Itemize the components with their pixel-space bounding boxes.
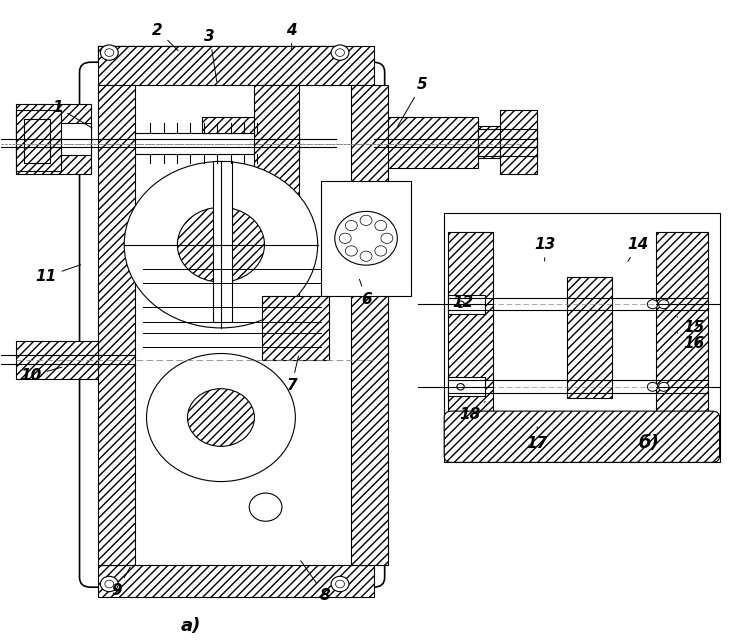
Circle shape <box>345 221 357 231</box>
Polygon shape <box>262 296 329 360</box>
Polygon shape <box>202 116 299 132</box>
Circle shape <box>177 207 264 282</box>
Text: 9: 9 <box>111 567 130 598</box>
Circle shape <box>457 384 465 390</box>
Circle shape <box>360 251 372 261</box>
Circle shape <box>187 389 255 446</box>
Circle shape <box>124 161 317 328</box>
Circle shape <box>648 300 658 309</box>
Polygon shape <box>657 232 708 443</box>
Text: 16: 16 <box>678 332 704 352</box>
Text: 15: 15 <box>678 316 704 336</box>
Polygon shape <box>448 232 492 443</box>
Circle shape <box>375 221 387 231</box>
Polygon shape <box>16 110 61 171</box>
Polygon shape <box>448 377 485 396</box>
Polygon shape <box>105 132 299 154</box>
Polygon shape <box>16 123 90 155</box>
Polygon shape <box>374 116 477 168</box>
Circle shape <box>100 45 118 60</box>
Circle shape <box>331 576 349 592</box>
Text: 7: 7 <box>286 356 299 393</box>
Text: 17: 17 <box>527 427 548 451</box>
Text: 8: 8 <box>301 561 330 603</box>
Circle shape <box>345 246 357 256</box>
Circle shape <box>146 354 295 482</box>
Text: а): а) <box>181 617 202 635</box>
Text: б): б) <box>639 434 660 452</box>
Circle shape <box>648 383 658 392</box>
Circle shape <box>331 45 349 60</box>
Circle shape <box>457 301 465 307</box>
Polygon shape <box>477 126 537 158</box>
Wedge shape <box>249 493 282 521</box>
Circle shape <box>375 246 387 256</box>
Text: 6: 6 <box>359 279 371 307</box>
Text: 2: 2 <box>152 23 178 51</box>
Polygon shape <box>444 213 719 462</box>
Text: 11: 11 <box>35 265 81 284</box>
Text: 5: 5 <box>397 77 427 127</box>
Text: 12: 12 <box>452 294 474 310</box>
FancyBboxPatch shape <box>444 411 719 462</box>
Text: 13: 13 <box>534 237 555 261</box>
Polygon shape <box>98 85 135 565</box>
Circle shape <box>381 233 393 244</box>
Circle shape <box>659 383 669 392</box>
Text: 3: 3 <box>205 29 217 82</box>
Polygon shape <box>214 161 232 322</box>
Circle shape <box>100 576 118 592</box>
Polygon shape <box>16 104 90 174</box>
Circle shape <box>659 300 669 309</box>
Polygon shape <box>567 276 612 398</box>
Text: 10: 10 <box>20 367 62 383</box>
Polygon shape <box>98 46 344 72</box>
Polygon shape <box>98 46 374 85</box>
Polygon shape <box>448 294 485 314</box>
Text: 18: 18 <box>459 401 485 422</box>
Circle shape <box>360 215 372 226</box>
Text: 14: 14 <box>627 237 648 262</box>
Polygon shape <box>16 341 98 379</box>
Polygon shape <box>24 119 50 163</box>
Text: 4: 4 <box>286 23 297 50</box>
FancyBboxPatch shape <box>79 62 385 587</box>
Polygon shape <box>98 46 344 72</box>
Polygon shape <box>351 85 388 565</box>
Circle shape <box>339 233 351 244</box>
Polygon shape <box>98 565 374 597</box>
Circle shape <box>335 212 397 265</box>
Polygon shape <box>255 85 299 302</box>
Polygon shape <box>321 181 411 296</box>
Polygon shape <box>500 110 537 174</box>
Text: 1: 1 <box>52 100 92 128</box>
